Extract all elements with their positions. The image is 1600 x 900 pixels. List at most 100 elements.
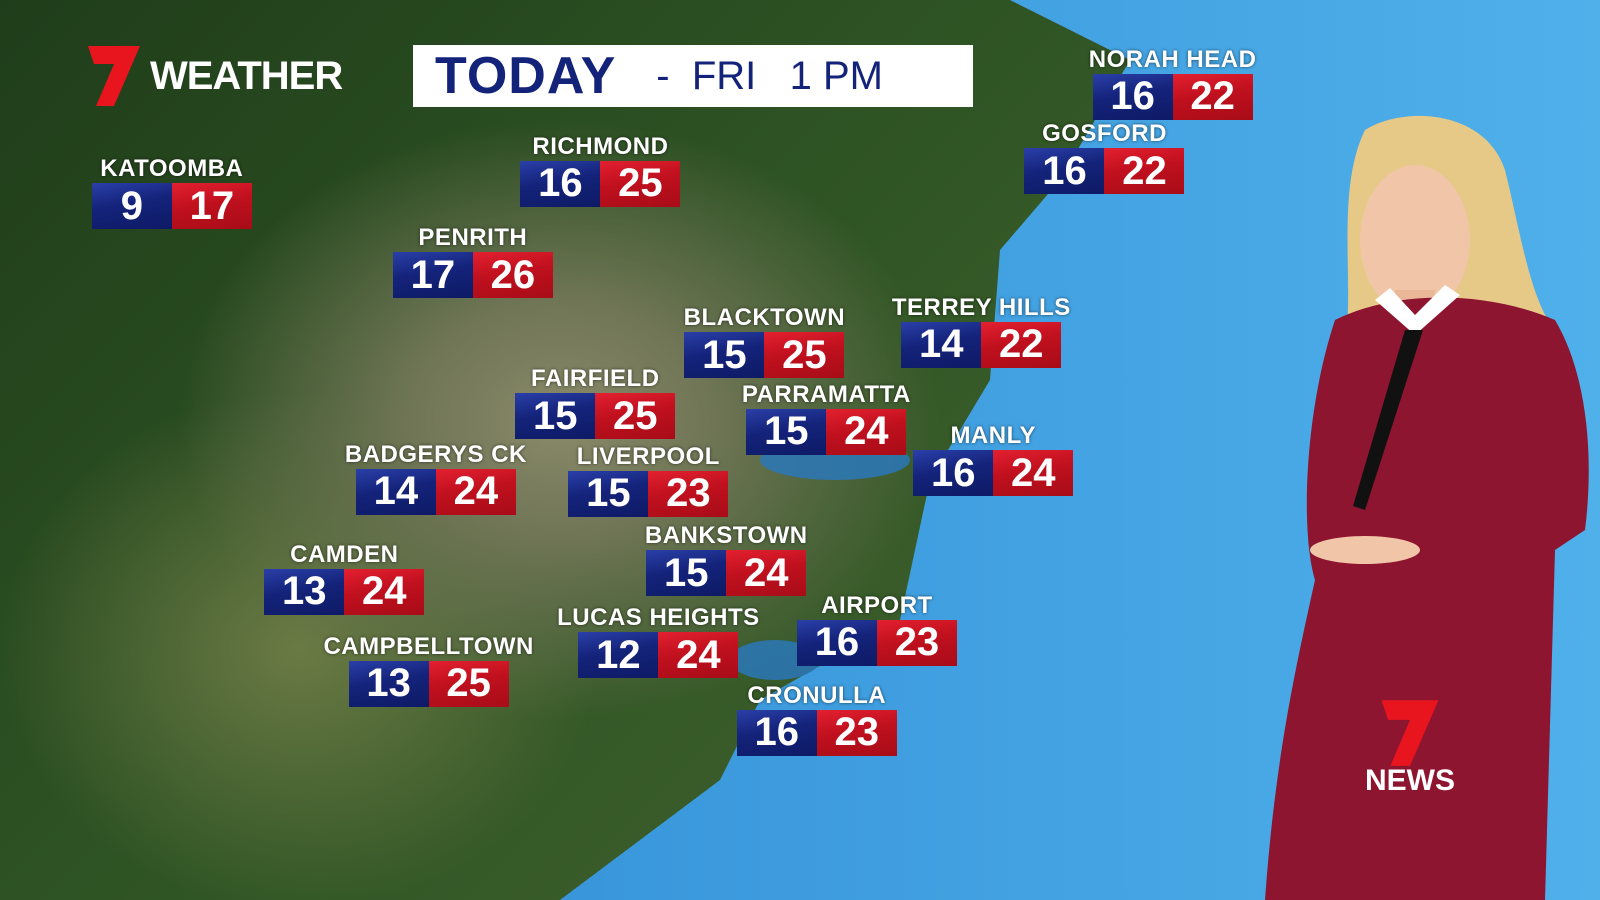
city-forecast: AIRPORT 16 23 xyxy=(796,591,957,666)
temperature-box: 16 24 xyxy=(913,450,1074,497)
min-temperature: 14 xyxy=(355,468,436,515)
max-temperature: 24 xyxy=(826,408,907,455)
max-temperature: 24 xyxy=(344,568,425,615)
city-name: CAMPBELLTOWN xyxy=(323,632,534,660)
min-temperature: 13 xyxy=(348,660,429,707)
city-forecast: KATOOMBA 9 17 xyxy=(91,155,252,230)
min-temperature: 16 xyxy=(1092,73,1173,120)
city-name: TERREY HILLS xyxy=(891,293,1071,321)
city-forecast: PARRAMATTA 15 24 xyxy=(742,381,911,455)
city-name: GOSFORD xyxy=(1042,120,1167,148)
max-temperature: 25 xyxy=(764,332,845,379)
seven-news-logo: NEWS xyxy=(1365,698,1455,798)
temperature-box: 16 23 xyxy=(736,709,897,756)
min-temperature: 15 xyxy=(646,550,727,597)
min-temperature: 15 xyxy=(746,408,827,455)
temperature-box: 15 24 xyxy=(746,408,907,455)
max-temperature: 25 xyxy=(428,660,509,707)
min-temperature: 15 xyxy=(515,393,596,440)
city-name: BADGERYS CK xyxy=(344,440,527,468)
city-name: LIVERPOOL xyxy=(576,442,720,470)
city-forecast: PENRITH 17 26 xyxy=(392,224,553,299)
max-temperature: 22 xyxy=(981,321,1062,368)
temperature-box: 9 17 xyxy=(91,183,252,230)
temperature-box: 15 25 xyxy=(684,332,845,379)
forecast-title-banner: TODAY - FRI 1 PM xyxy=(413,45,973,107)
min-temperature: 16 xyxy=(913,450,994,497)
temperature-box: 16 22 xyxy=(1024,148,1185,195)
city-forecast: NORAH HEAD 16 22 xyxy=(1089,46,1257,120)
city-forecast: CAMPBELLTOWN 13 25 xyxy=(323,633,533,707)
temperature-box: 16 22 xyxy=(1092,73,1253,120)
city-forecast: LUCAS HEIGHTS 12 24 xyxy=(557,604,760,679)
city-name: FAIRFIELD xyxy=(531,365,660,393)
city-name: KATOOMBA xyxy=(100,155,244,183)
city-name: RICHMOND xyxy=(532,132,669,160)
city-forecast: CAMDEN 13 24 xyxy=(264,540,425,615)
city-forecast: MANLY 16 24 xyxy=(913,422,1074,497)
temperature-box: 15 24 xyxy=(646,550,807,597)
seven-logo-icon xyxy=(88,46,140,106)
city-forecast: BADGERYS CK 14 24 xyxy=(345,441,527,515)
city-name: AIRPORT xyxy=(821,591,933,619)
city-forecast: LIVERPOOL 15 23 xyxy=(568,442,729,517)
city-name: CRONULLA xyxy=(747,681,887,709)
city-forecast: BANKSTOWN 15 24 xyxy=(644,522,808,597)
temperature-box: 13 24 xyxy=(264,568,425,615)
min-temperature: 15 xyxy=(568,470,649,517)
presenter-figure xyxy=(1265,115,1589,900)
max-temperature: 24 xyxy=(726,550,807,597)
city-name: MANLY xyxy=(950,422,1037,450)
seven-weather-logo: WEATHER xyxy=(84,44,343,108)
city-forecast: CRONULLA 16 23 xyxy=(736,681,897,756)
max-temperature: 24 xyxy=(658,632,739,679)
city-forecast: BLACKTOWN 15 25 xyxy=(683,304,846,379)
title-time: - FRI 1 PM xyxy=(656,53,883,98)
min-temperature: 16 xyxy=(796,619,877,666)
city-forecast: FAIRFIELD 15 25 xyxy=(515,365,676,440)
city-name: LUCAS HEIGHTS xyxy=(557,604,760,632)
city-name: NORAH HEAD xyxy=(1088,45,1257,73)
temperature-box: 13 25 xyxy=(348,660,509,707)
temperature-box: 16 25 xyxy=(520,160,681,207)
min-temperature: 16 xyxy=(1024,148,1105,195)
min-temperature: 16 xyxy=(736,709,817,756)
max-temperature: 24 xyxy=(993,450,1074,497)
max-temperature: 25 xyxy=(600,160,681,207)
temperature-box: 15 25 xyxy=(515,393,676,440)
max-temperature: 23 xyxy=(816,709,897,756)
city-forecast: RICHMOND 16 25 xyxy=(520,132,681,207)
city-name: BLACKTOWN xyxy=(683,304,846,332)
max-temperature: 22 xyxy=(1104,148,1185,195)
title-day: TODAY xyxy=(435,47,617,105)
city-name: CAMDEN xyxy=(290,540,399,568)
min-temperature: 9 xyxy=(91,183,172,230)
city-name: PENRITH xyxy=(418,224,528,252)
city-name: PARRAMATTA xyxy=(741,380,911,408)
logo-word: WEATHER xyxy=(150,53,343,98)
temperature-box: 14 24 xyxy=(355,468,516,515)
max-temperature: 24 xyxy=(435,468,516,515)
max-temperature: 23 xyxy=(648,470,729,517)
max-temperature: 23 xyxy=(876,619,957,666)
city-forecast: GOSFORD 16 22 xyxy=(1024,120,1185,195)
temperature-box: 15 23 xyxy=(568,470,729,517)
min-temperature: 16 xyxy=(520,160,601,207)
city-forecast: TERREY HILLS 14 22 xyxy=(892,294,1071,368)
temperature-box: 17 26 xyxy=(392,252,553,299)
min-temperature: 17 xyxy=(392,252,473,299)
max-temperature: 26 xyxy=(472,252,553,299)
max-temperature: 17 xyxy=(171,183,252,230)
min-temperature: 13 xyxy=(264,568,345,615)
max-temperature: 22 xyxy=(1172,73,1253,120)
city-name: BANKSTOWN xyxy=(644,522,808,550)
seven-logo-icon xyxy=(1381,700,1439,766)
news-word: NEWS xyxy=(1365,764,1455,797)
temperature-box: 16 23 xyxy=(796,619,957,666)
temperature-box: 14 22 xyxy=(901,321,1062,368)
max-temperature: 25 xyxy=(595,393,676,440)
min-temperature: 15 xyxy=(684,332,765,379)
temperature-box: 12 24 xyxy=(578,632,739,679)
min-temperature: 12 xyxy=(578,632,659,679)
min-temperature: 14 xyxy=(901,321,982,368)
